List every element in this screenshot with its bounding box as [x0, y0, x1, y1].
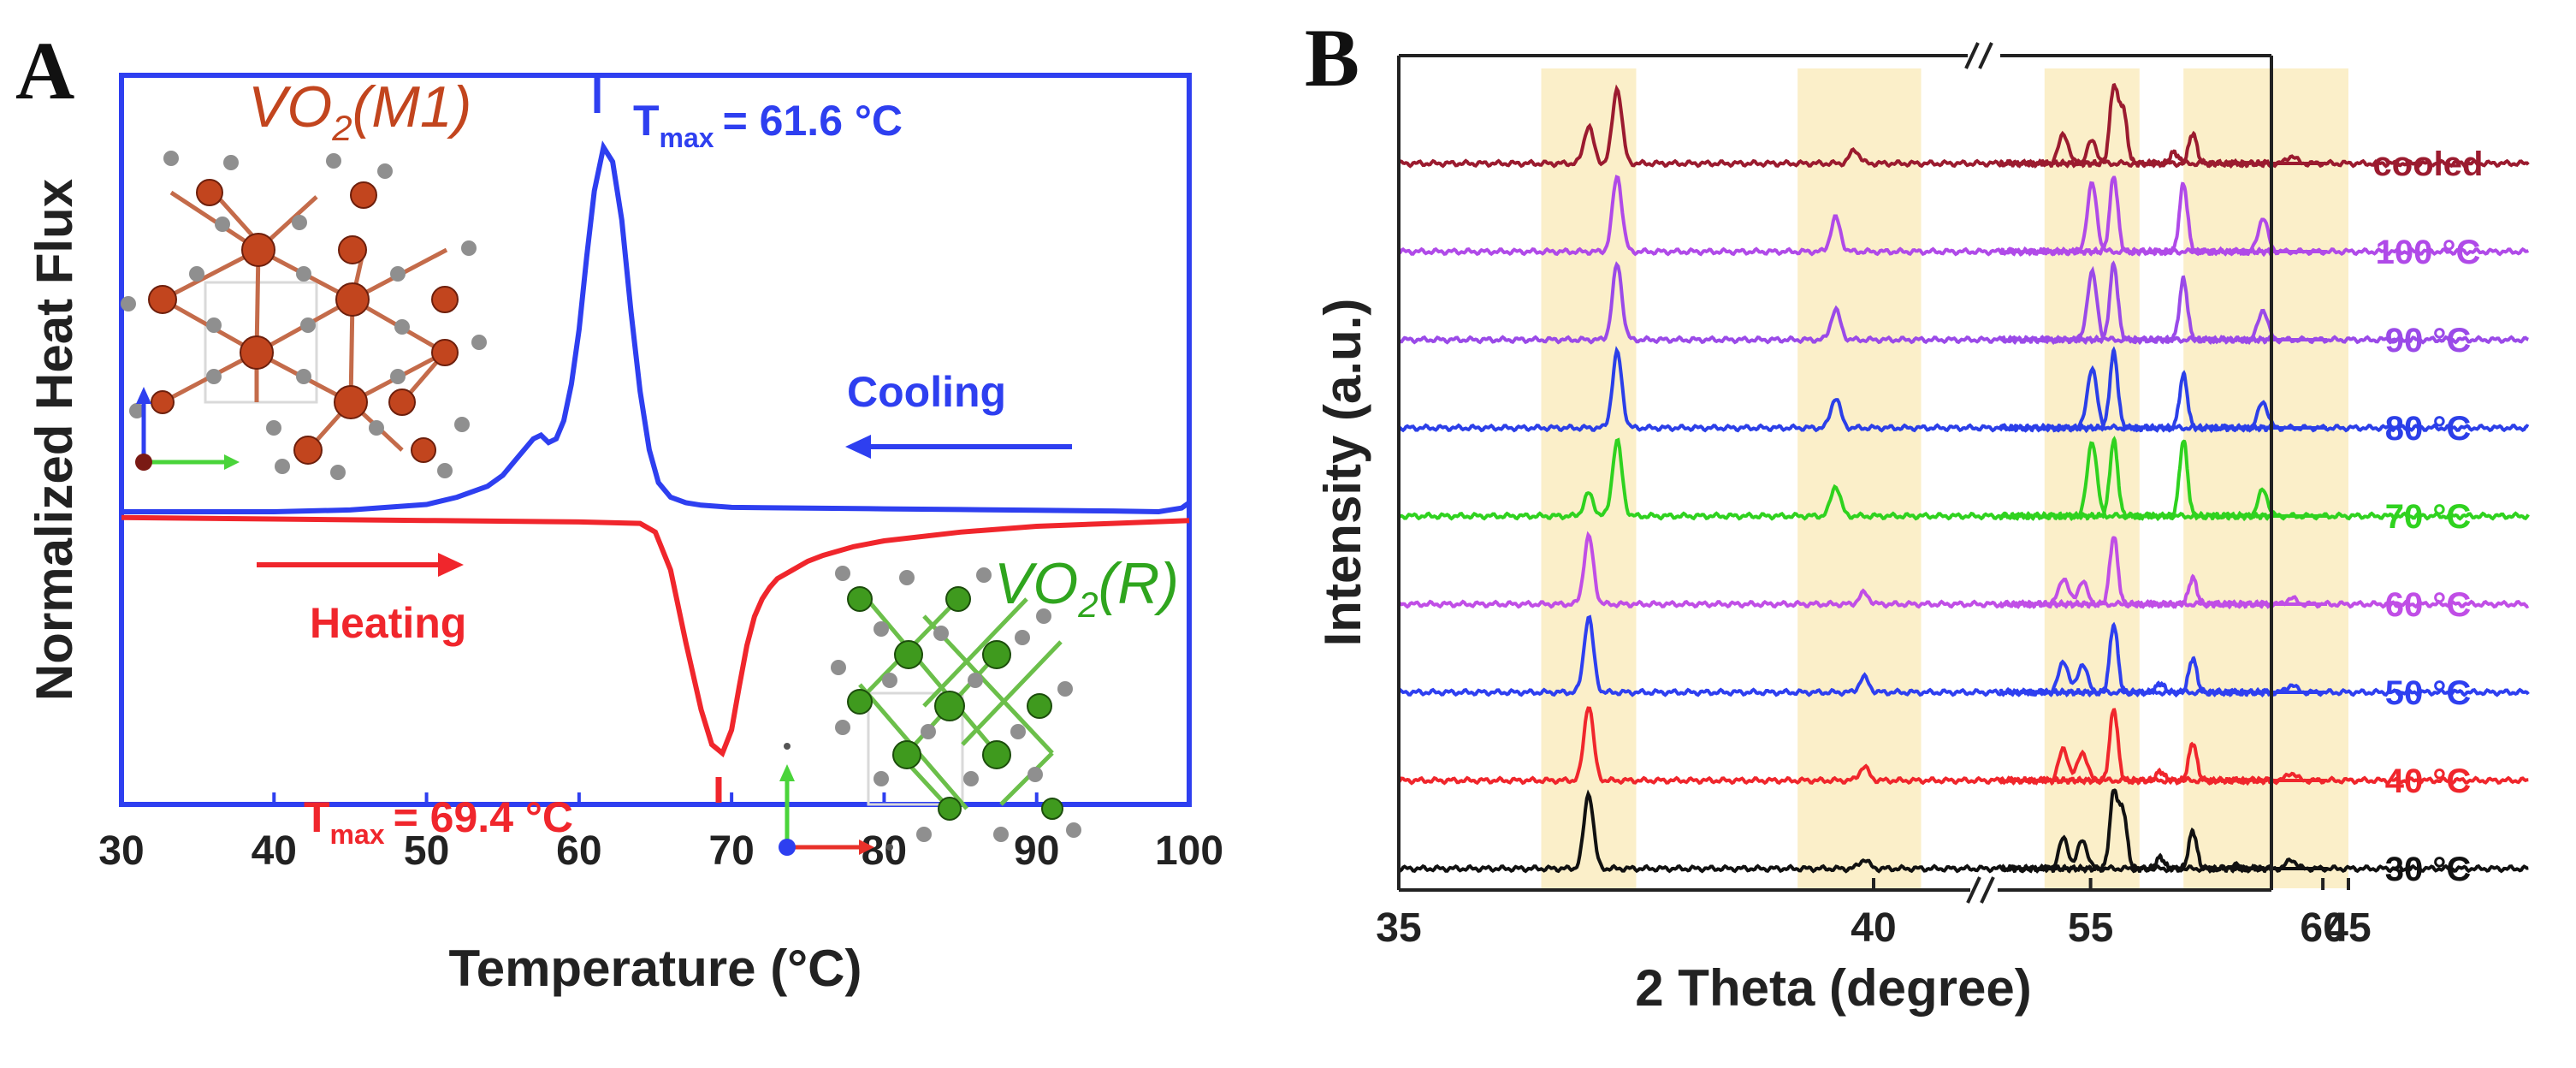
- xrd-trace: [1397, 706, 2529, 786]
- panel-a-frame: [119, 73, 1192, 807]
- heating-label: Heating: [310, 599, 466, 647]
- heating-curve: [121, 514, 1190, 758]
- panel-b-x-axis-title: 2 Theta (degree): [1635, 959, 2031, 1017]
- xrd-trace: [1397, 531, 2530, 610]
- panel-a-x-tick-label: 30: [98, 828, 144, 874]
- panel-b: B 35 40 45 55 60 30 °C 40 °C 50 °C 60 °C 70 °C 80…: [1305, 12, 2530, 1017]
- vo2-m1-crystal-structure: [121, 151, 487, 480]
- panel-a-x-tick-label: 80: [862, 828, 907, 874]
- xrd-trace: [1397, 82, 2530, 169]
- panel-b-traces: [1397, 82, 2530, 875]
- panel-b-label: B: [1305, 12, 1359, 104]
- panel-a-x-tick-label: 100: [1155, 828, 1223, 874]
- heating-peak-label: Tmax = 69.4 °C: [304, 793, 573, 850]
- panel-a-x-tick-label: 90: [1014, 828, 1059, 874]
- panel-b-trace-labels: 30 °C 40 °C 50 °C 60 °C 70 °C 80 °C 90 °C 100 °…: [2373, 145, 2484, 888]
- cooling-label: Cooling: [847, 368, 1006, 416]
- xrd-trace: [1399, 436, 2530, 522]
- panel-a-x-tick-label: 60: [556, 828, 601, 874]
- panel-b-frame: [1397, 54, 2273, 892]
- highlight-band: [2234, 68, 2348, 888]
- xrd-trace: [1397, 260, 2529, 346]
- panel-a-x-axis: 30 40 50 60 70 80 90 100: [98, 792, 1223, 874]
- cooling-arrow: [845, 435, 1072, 459]
- panel-b-x-tick-label: 60: [2300, 905, 2345, 951]
- highlight-band: [2071, 68, 2110, 888]
- vo2-r-crystal-structure: [779, 566, 1081, 856]
- vo2-r-label: VO2(R): [994, 551, 1179, 625]
- trace-label: 50 °C: [2385, 674, 2472, 712]
- panel-a-y-axis-title: Normalized Heat Flux: [26, 179, 83, 701]
- panel-b-x-tick-label: 45: [2325, 905, 2371, 951]
- xrd-trace: [1397, 788, 2529, 875]
- heating-arrow: [257, 553, 464, 577]
- trace-label: 100 °C: [2376, 234, 2481, 271]
- panel-a-x-tick-label: 40: [252, 828, 297, 874]
- cooling-curve: [121, 140, 1191, 515]
- panel-b-highlight-bands: [1541, 68, 2348, 888]
- trace-label: 30 °C: [2385, 851, 2472, 888]
- cooling-peak-label: Tmax = 61.6 °C: [633, 97, 903, 153]
- panel-b-x-tick-label: 40: [1851, 905, 1896, 951]
- vo2-m1-label: VO2(M1): [248, 74, 471, 148]
- trace-label: 40 °C: [2385, 762, 2472, 800]
- xrd-trace: [1398, 346, 2530, 434]
- xrd-trace: [1397, 614, 2530, 698]
- panel-a: A 30 40 50 60 70 80 90 100 Normalized Heat Flux…: [15, 25, 1223, 997]
- trace-label: 60 °C: [2385, 586, 2472, 624]
- axis-break-marks: [1964, 42, 1995, 904]
- panel-a-x-tick-label: 50: [404, 828, 449, 874]
- trace-label: 80 °C: [2385, 410, 2472, 448]
- panel-b-x-axis: 35 40 45 55 60: [1376, 878, 2372, 951]
- panel-b-x-tick-label: 55: [2068, 905, 2113, 951]
- panel-b-y-axis-title: Intensity (a.u.): [1314, 299, 1371, 647]
- panel-b-x-tick-label: 35: [1376, 905, 1421, 951]
- xrd-trace: [1397, 175, 2530, 258]
- highlight-band: [1797, 68, 1922, 888]
- panel-a-x-tick-label: 70: [708, 828, 754, 874]
- trace-label: 70 °C: [2385, 498, 2472, 536]
- panel-a-x-axis-title: Temperature (°C): [449, 940, 862, 997]
- trace-label: 90 °C: [2385, 322, 2472, 359]
- highlight-band: [2183, 68, 2240, 888]
- panel-a-label: A: [15, 25, 74, 116]
- trace-label: cooled: [2373, 145, 2484, 183]
